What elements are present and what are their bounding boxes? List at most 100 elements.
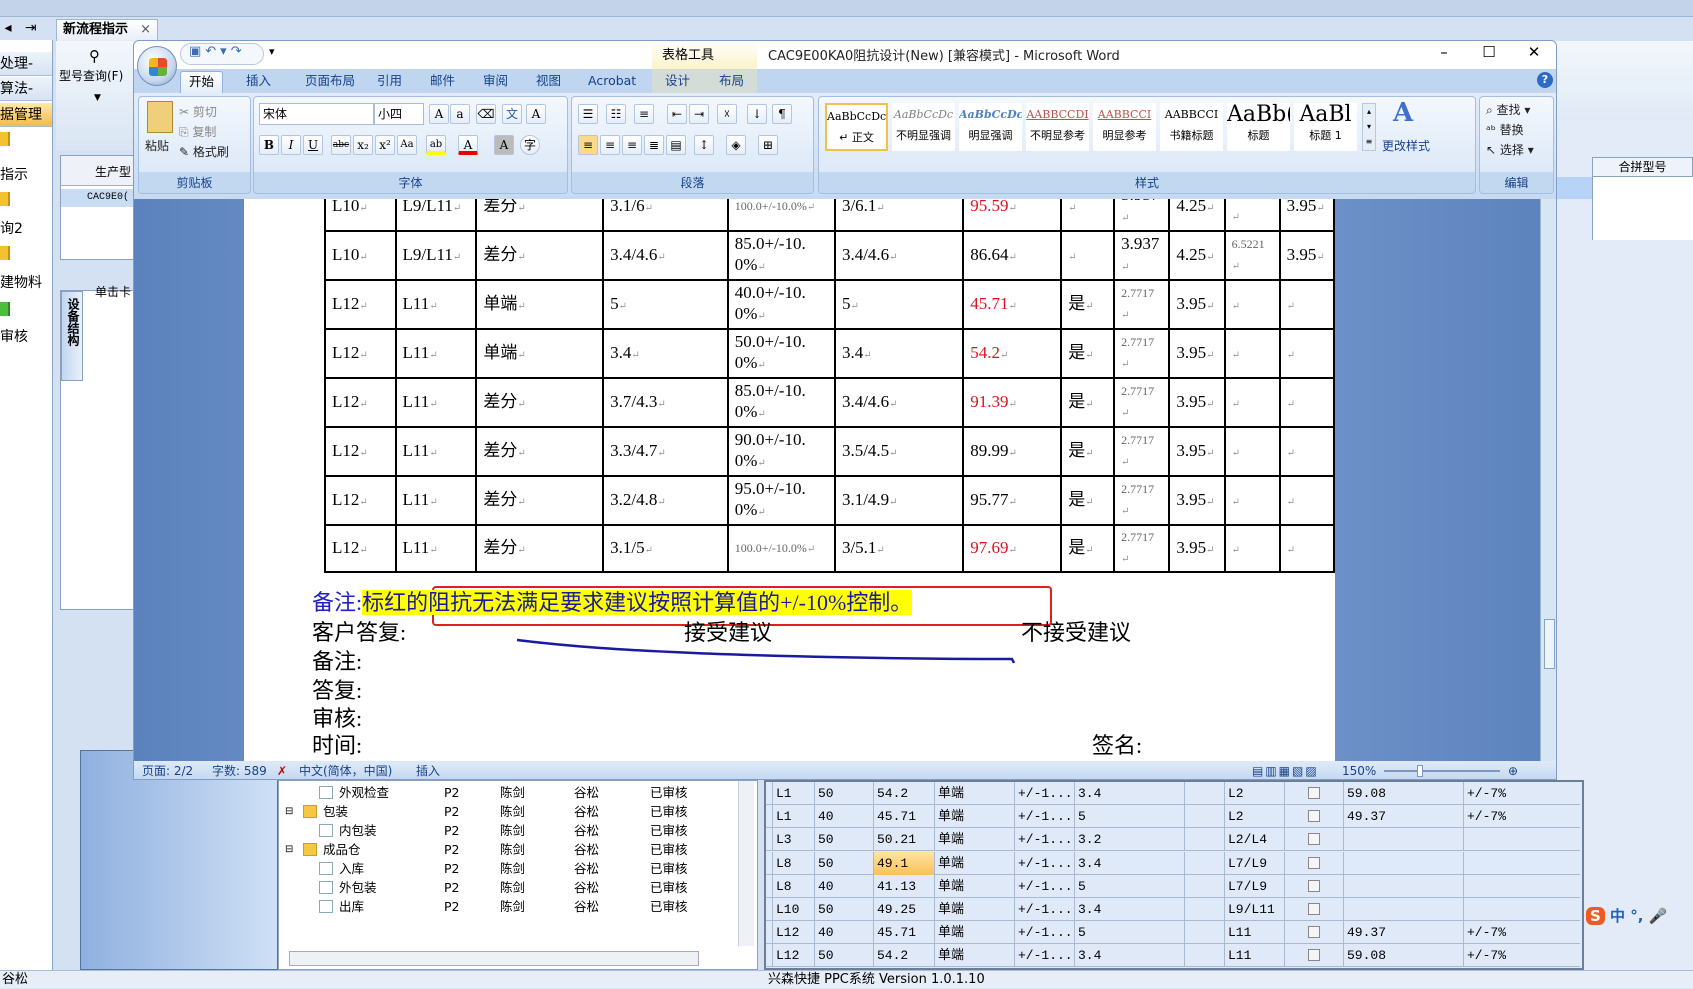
grid-row[interactable]: L8 50 49.1 单端 +/-1... 3.4 L7/L9 [766,851,1580,875]
find-button[interactable]: ⌕ 查找 ▾ [1486,103,1531,117]
cut-button[interactable]: ✂ 剪切 [179,105,217,119]
table-cell[interactable]: 3.1/5 [602,524,729,573]
tab-device-structure[interactable]: 设备结构 [61,291,83,381]
table-cell[interactable]: 3.95 [1168,524,1226,573]
align-left-icon[interactable]: ≡ [578,135,598,155]
grid-checkbox[interactable] [1284,921,1343,945]
table-cell[interactable] [1223,475,1281,526]
table-cell[interactable]: 97.69 [962,524,1063,573]
grid-cell[interactable]: +/-7% [1463,921,1573,945]
table-cell[interactable]: 89.99 [962,426,1063,477]
grid-cell[interactable]: 单端 [934,782,1014,805]
table-cell[interactable]: L11 [394,377,478,428]
grid-cell[interactable]: 49.1 [873,851,934,875]
grid-row[interactable]: L1 50 54.2 单端 +/-1... 3.4 L2 59.08 +/-7% [766,782,1580,805]
quick-access-toolbar[interactable]: ▣↶▾↷ [180,43,264,65]
grid-cell[interactable]: L1 [772,782,814,805]
multilevel-list-icon[interactable]: ≡ [634,104,654,124]
align-center-icon[interactable]: ≡ [600,135,620,155]
grid-cell[interactable]: L7/L9 [1224,851,1284,875]
show-marks-icon[interactable]: ¶ [772,104,792,124]
ribbon-tab[interactable]: 设计 [665,73,691,88]
font-name-combo[interactable]: 宋体 [259,103,374,125]
table-cell[interactable] [1223,328,1281,379]
asian-layout-icon[interactable]: ☓ [717,104,737,124]
grid-cell[interactable]: 单端 [934,944,1014,968]
copy-button[interactable]: ⎘ 复制 [179,125,217,139]
style-item[interactable]: AABBCCDI 不明显参考 [1026,103,1089,151]
grid-cell[interactable]: 40 [814,805,873,829]
document-page[interactable]: L10L9/L11差分3.1/6100.0+/-10.0%3/6.195.593… [244,199,1336,761]
grid-cell[interactable]: 54.2 [873,944,934,968]
change-styles-button[interactable]: 更改样式 [1382,139,1431,153]
grid-cell[interactable]: 单端 [934,898,1014,921]
checkbox[interactable] [1308,926,1320,939]
table-cell[interactable]: 3.937 [1113,199,1171,232]
table-cell[interactable]: 3.937 [1113,230,1171,281]
table-cell[interactable]: L12 [324,279,397,330]
grid-checkbox[interactable] [1284,805,1343,829]
grid-cell[interactable] [1463,898,1573,921]
grid-checkbox[interactable] [1284,874,1343,898]
distributed-icon[interactable]: ▤ [666,135,686,155]
tree-vertical-scrollbar[interactable] [738,781,754,946]
table-cell[interactable]: 是 [1060,475,1116,526]
grid-cell[interactable]: +/-1... [1014,898,1074,921]
table-cell[interactable]: 3.2/4.8 [602,475,729,526]
reject-option[interactable]: 不接受建议 [1021,620,1132,645]
gallery-scroll[interactable]: ▴ ▾ ≡ [1362,103,1376,151]
accept-option[interactable]: 接受建议 [684,620,773,645]
grid-cell[interactable]: 50.21 [873,828,934,852]
grid-cell[interactable]: 3.4 [1074,944,1184,968]
tree-row[interactable]: 外观检查 P2 陈剑 谷松 已审核 [279,783,739,802]
word-count[interactable]: 字数: 589 [212,764,267,778]
grid-row[interactable]: L3 50 50.21 单端 +/-1... 3.2 L2/L4 [766,828,1580,852]
grid-cell[interactable]: 49.37 [1343,921,1463,945]
grid-cell[interactable]: 5 [1074,921,1184,945]
checkbox[interactable] [1308,856,1320,869]
grid-cell[interactable]: 59.08 [1343,782,1463,805]
table-cell[interactable]: 3.95 [1278,230,1336,281]
table-cell[interactable]: 85.0+/-10.0% [726,230,836,281]
table-cell[interactable]: 是 [1060,279,1116,330]
grow-font-icon[interactable]: A [429,104,449,124]
selected-row[interactable] [1557,177,1592,199]
grid-cell[interactable]: 50 [814,898,873,921]
format-painter-button[interactable]: ✎ 格式刷 [179,145,229,159]
table-cell[interactable]: 单端 [475,279,605,330]
nav-link-review[interactable]: 审核 [0,329,28,345]
ribbon-tab[interactable]: 插入 [246,73,272,88]
grid-cell[interactable]: L11 [1224,921,1284,945]
table-cell[interactable]: L11 [394,328,478,379]
grid-checkbox[interactable] [1284,898,1343,921]
table-cell[interactable]: 是 [1060,377,1116,428]
grid-checkbox[interactable] [1284,782,1343,805]
table-cell[interactable]: L11 [394,475,478,526]
language[interactable]: 中文(简体，中国) [299,764,393,778]
table-cell[interactable]: 3.1/4.9 [833,475,965,526]
grid-cell[interactable]: 5 [1074,805,1184,829]
grid-cell[interactable]: +/-1... [1014,805,1074,829]
zoom-in-icon[interactable]: ⊕ [1508,764,1519,778]
grid-cell[interactable]: 单端 [934,874,1014,898]
insert-mode[interactable]: 插入 [416,764,441,778]
grid-cell[interactable]: 45.71 [873,805,934,829]
table-cell[interactable]: 单端 [475,328,605,379]
grid-cell[interactable]: 3.4 [1074,851,1184,875]
grid-checkbox[interactable] [1284,944,1343,968]
table-cell[interactable]: 3.95 [1168,475,1226,526]
grid-cell[interactable]: +/-7% [1463,944,1573,968]
grid-cell[interactable] [1184,828,1224,852]
grid-cell[interactable]: 54.2 [873,782,934,805]
grid-cell[interactable]: L11 [1224,944,1284,968]
grid-cell[interactable]: L2 [1224,782,1284,805]
bold-icon[interactable]: B [259,135,279,155]
table-cell[interactable] [1223,524,1281,573]
ime-mode[interactable]: 中 °, [1610,907,1649,925]
numbering-icon[interactable]: ☷ [606,104,626,124]
help-icon[interactable]: ? [1537,72,1553,88]
style-item[interactable]: AABBCCI 书籍标题 [1160,103,1223,151]
table-cell[interactable] [1278,524,1336,573]
font-color-icon[interactable]: A [458,135,478,155]
tree-row[interactable]: ⊟ 成品仓 P2 陈剑 谷松 已审核 [279,840,739,859]
